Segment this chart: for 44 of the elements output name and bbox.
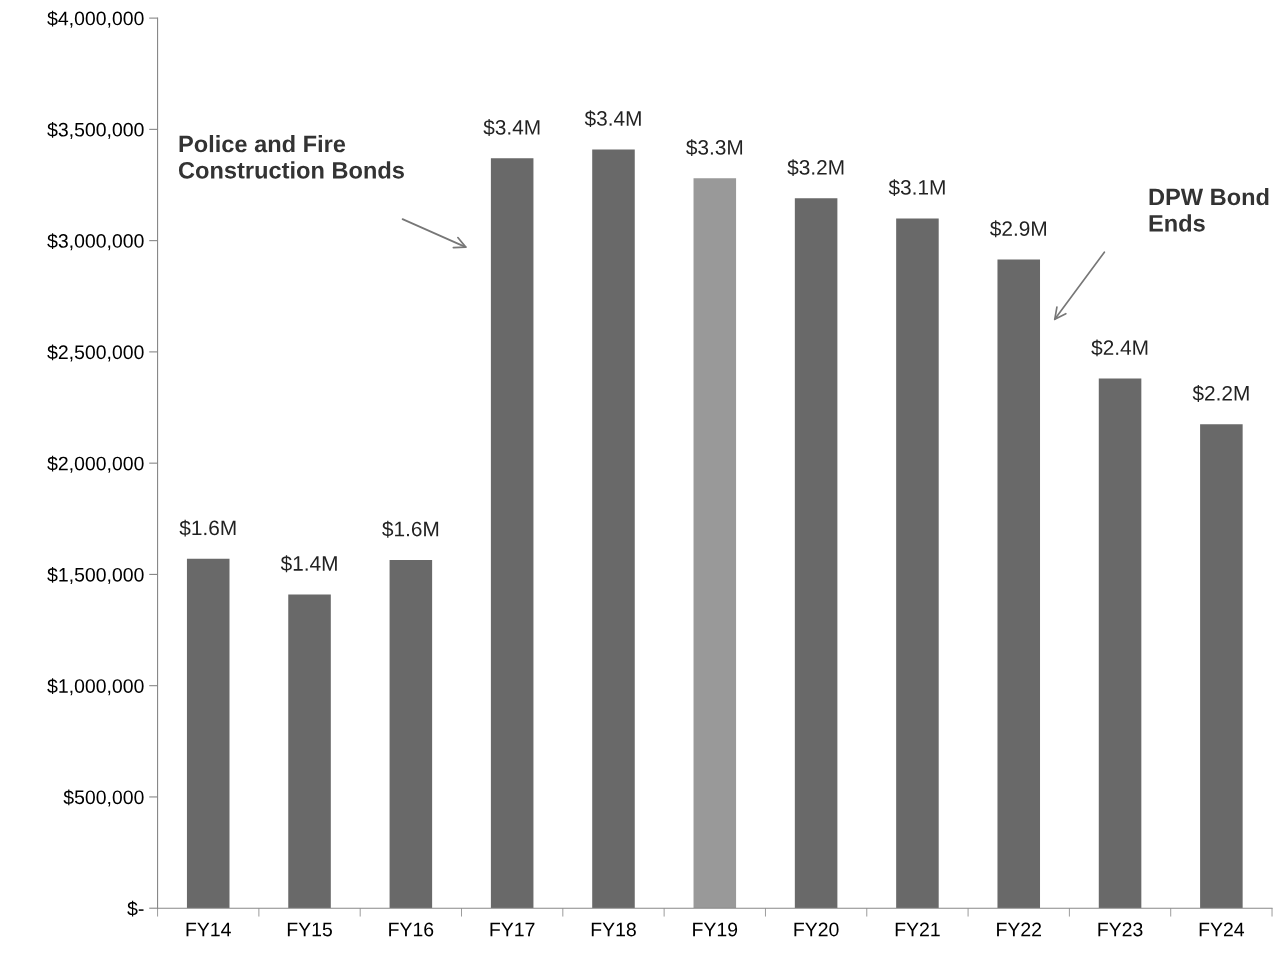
x-tick-label: FY18 (591, 922, 636, 937)
data-label: $3.3M (686, 139, 743, 156)
y-tick-label: $500,000 (63, 789, 144, 807)
x-tick-label: FY23 (1098, 922, 1143, 937)
x-tick-label: FY15 (287, 922, 332, 937)
bar (896, 218, 939, 909)
bar (997, 259, 1041, 909)
x-tick-label: FY16 (389, 922, 434, 937)
x-tick-label: FY21 (895, 922, 940, 937)
y-tick-label: $3,000,000 (47, 233, 144, 251)
x-tick-label: FY19 (693, 922, 738, 937)
x-tick-label: FY20 (794, 922, 839, 937)
bar (592, 149, 635, 909)
data-label: $1.4M (280, 555, 337, 573)
data-label: $2.9M (990, 220, 1046, 238)
y-tick-label: $3,500,000 (47, 122, 144, 139)
data-label: $3.1M (888, 179, 945, 197)
y-tick-label: $2,000,000 (47, 455, 144, 473)
y-tick-label: $1,000,000 (47, 678, 144, 696)
bar (1200, 424, 1243, 909)
x-tick-label: FY22 (997, 922, 1042, 937)
x-tick-label: FY24 (1199, 922, 1245, 937)
y-tick-label: $2,500,000 (47, 344, 144, 362)
data-label: $3.2M (787, 159, 844, 177)
x-tick-label: FY14 (186, 922, 231, 937)
data-label: $1.6M (179, 519, 236, 537)
bar (1098, 378, 1142, 909)
data-label: $2.4M (1091, 339, 1148, 357)
data-label: $1.6M (382, 520, 439, 538)
data-label: $3.4M (483, 119, 540, 136)
bar (288, 594, 331, 909)
bar (389, 559, 433, 909)
data-label: $3.4M (584, 110, 641, 128)
bar (490, 158, 534, 909)
y-tick-label: $- (127, 900, 144, 917)
y-tick-label: $1,500,000 (47, 567, 144, 584)
x-tick-label: FY17 (490, 922, 535, 937)
y-tick-label: $4,000,000 (47, 10, 144, 28)
bar (693, 178, 737, 909)
data-label: $2.2M (1192, 385, 1249, 402)
annotation: Police and Fire Construction Bonds (178, 135, 404, 179)
bar (794, 198, 838, 909)
annotation: DPW Bond Ends (1149, 188, 1269, 232)
bar (186, 558, 230, 909)
